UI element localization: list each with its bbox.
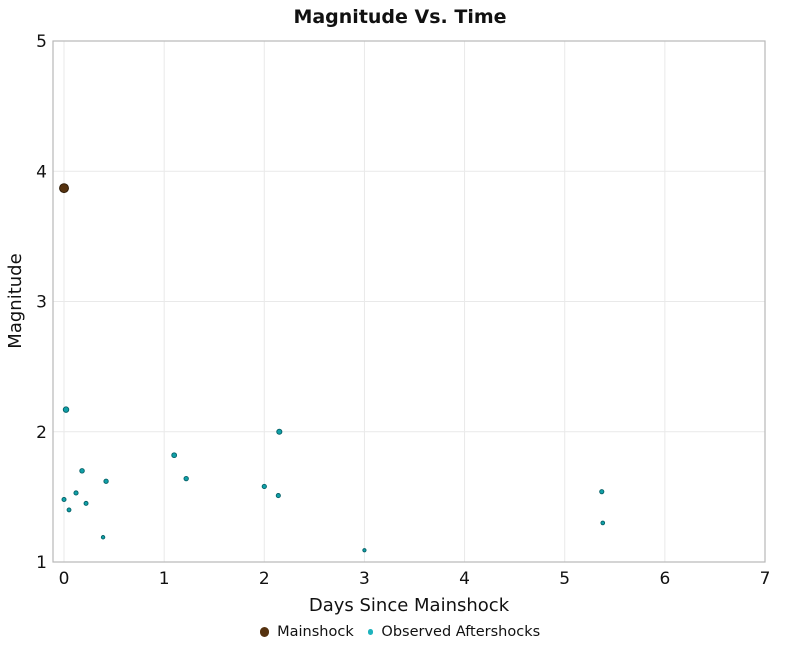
y-tick-label-1: 1 — [36, 553, 47, 573]
legend-item-mainshock: Mainshock — [259, 624, 354, 640]
data-points — [59, 183, 606, 553]
observed-aftershocks-point — [100, 535, 106, 540]
observed-aftershocks-point — [83, 500, 89, 506]
chart-title: Magnitude Vs. Time — [293, 6, 506, 28]
x-tick-label-5: 5 — [559, 569, 570, 589]
observed-aftershocks-point — [183, 475, 189, 482]
x-tick-label-0: 0 — [59, 569, 70, 589]
observed-aftershocks-point — [73, 490, 79, 496]
y-tick-label-4: 4 — [36, 162, 47, 182]
legend-item-aftershocks: Observed Aftershocks — [367, 624, 541, 640]
observed-aftershocks-point — [600, 520, 606, 526]
x-tick-label-7: 7 — [760, 569, 771, 589]
x-tick-label-6: 6 — [659, 569, 670, 589]
y-axis-label: Magnitude — [5, 253, 26, 348]
observed-aftershocks-point — [61, 496, 67, 502]
observed-aftershocks-point — [79, 468, 85, 474]
legend: Mainshock Observed Aftershocks — [0, 624, 800, 640]
aftershocks-legend-marker — [367, 629, 374, 635]
observed-aftershocks-point — [171, 452, 178, 459]
mainshock-point — [59, 183, 69, 194]
plot-frame — [52, 40, 766, 563]
observed-aftershocks-point — [275, 493, 281, 499]
x-tick-label-3: 3 — [359, 569, 370, 589]
observed-aftershocks-point — [276, 428, 283, 435]
y-tick-label-3: 3 — [36, 293, 47, 313]
y-tick-label-5: 5 — [36, 32, 47, 52]
aftershocks-legend-label: Observed Aftershocks — [381, 624, 541, 640]
mainshock-legend-label: Mainshock — [277, 624, 354, 640]
gridlines — [53, 40, 766, 563]
plot-border — [52, 40, 766, 563]
observed-aftershocks-point — [362, 548, 367, 553]
observed-aftershocks-point — [66, 507, 72, 513]
observed-aftershocks-point — [62, 406, 70, 413]
x-tick-label-1: 1 — [159, 569, 170, 589]
x-axis-label: Days Since Mainshock — [309, 595, 510, 616]
observed-aftershocks-point — [103, 478, 109, 484]
x-tick-label-4: 4 — [459, 569, 470, 589]
mainshock-legend-marker — [259, 627, 270, 637]
x-tick-label-2: 2 — [259, 569, 270, 589]
y-tick-label-2: 2 — [36, 423, 47, 443]
observed-aftershocks-point — [261, 483, 267, 490]
observed-aftershocks-point — [599, 489, 605, 495]
